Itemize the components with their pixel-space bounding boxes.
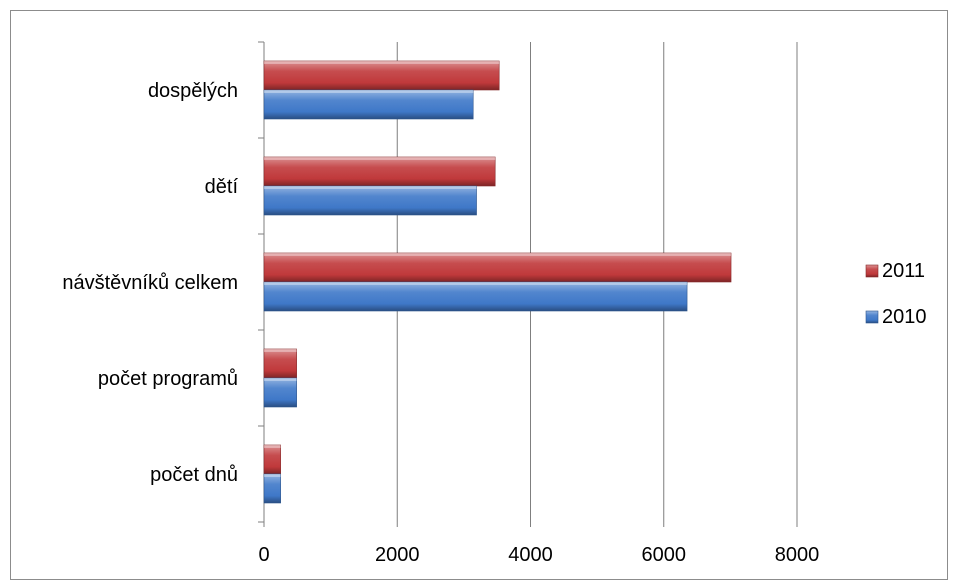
bar-highlight: [264, 378, 297, 381]
category-label: dospělých: [148, 80, 238, 102]
bar-2010-1: [263, 185, 477, 216]
legend-swatch-2011: [865, 264, 879, 278]
bar-2011-4: [263, 444, 281, 475]
bar-2011-2: [263, 252, 732, 283]
category-labels: dospělých dětí návštěvníků celkem počet pro…: [62, 80, 238, 486]
bar-highlight: [264, 90, 474, 93]
bars: [263, 60, 732, 504]
legend-label-2010: 2010: [882, 306, 927, 328]
x-tick-label: 4000: [508, 544, 553, 566]
bar-highlight: [264, 61, 500, 64]
category-label: dětí: [205, 176, 239, 198]
x-tick-label: 0: [258, 544, 269, 566]
bar-2011-3: [263, 348, 297, 379]
bar-2011-1: [263, 156, 496, 187]
bar-2010-0: [263, 89, 474, 120]
x-tick-label: 8000: [775, 544, 820, 566]
bar-2010-3: [263, 377, 297, 408]
bar-highlight: [264, 253, 732, 256]
bar-highlight: [264, 474, 281, 477]
x-tick-label: 6000: [642, 544, 687, 566]
bar-highlight: [264, 349, 297, 352]
bar-highlight: [264, 282, 688, 285]
bar-2010-2: [263, 281, 688, 312]
category-label: počet programů: [98, 368, 238, 390]
x-tick-label: 2000: [375, 544, 420, 566]
bar-2011-0: [263, 60, 500, 91]
category-label: návštěvníků celkem: [62, 272, 238, 294]
bar-highlight: [264, 445, 281, 448]
bar-highlight: [264, 157, 496, 160]
legend-swatch-2010: [865, 310, 879, 324]
category-label: počet dnů: [150, 464, 238, 486]
bar-highlight: [264, 186, 477, 189]
legend-label-2011: 2011: [882, 260, 925, 282]
x-tick-labels: 0 2000 4000 6000 8000: [258, 544, 819, 566]
legend: 2011 2010: [865, 260, 927, 328]
bar-2010-4: [263, 473, 281, 504]
